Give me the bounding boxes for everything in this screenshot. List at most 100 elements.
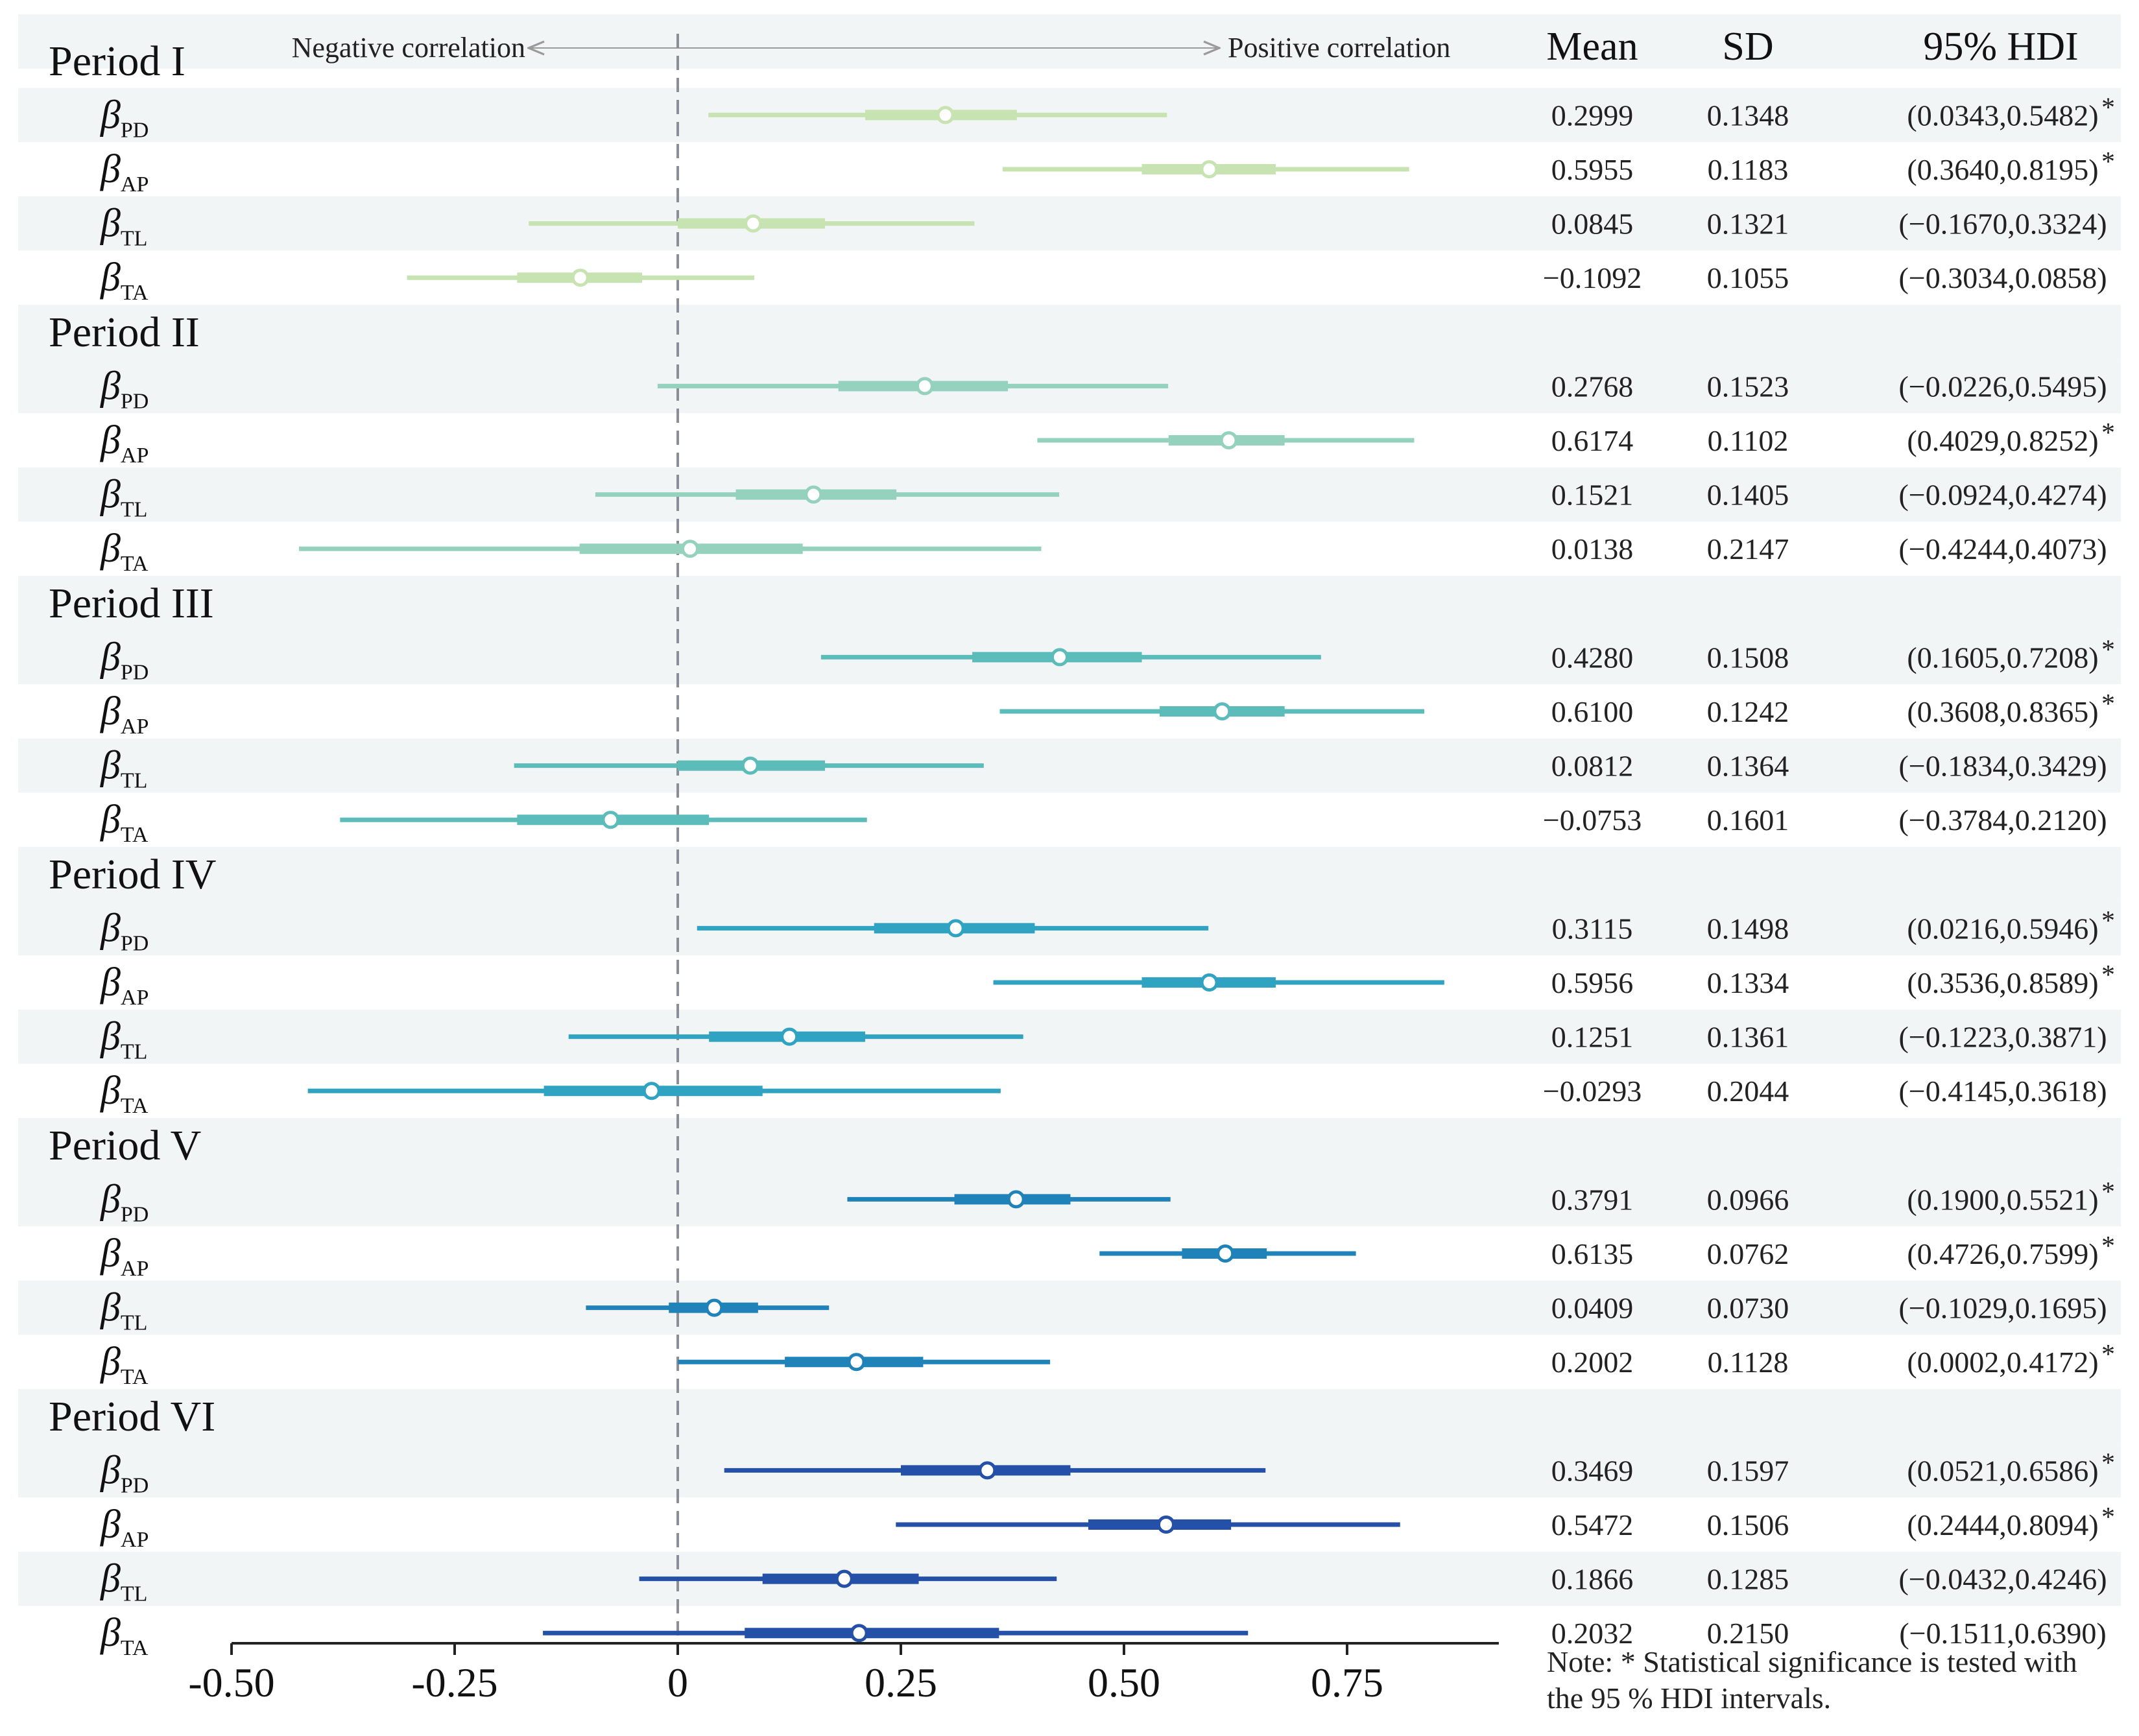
mean-value: 0.2999 <box>1551 99 1634 132</box>
mean-point <box>936 106 955 125</box>
parameter-subscript: TA <box>121 552 149 576</box>
significance-star: * <box>2101 1503 2115 1532</box>
period-band <box>18 1118 2121 1172</box>
significance-star: * <box>2101 418 2115 448</box>
mean-point <box>978 1461 997 1480</box>
beta-symbol: β <box>100 256 121 300</box>
hdi-value: (−0.0226,0.5495) <box>1898 370 2107 403</box>
sd-value: 0.0762 <box>1707 1237 1789 1270</box>
mean-value: 0.3469 <box>1551 1454 1634 1487</box>
parameter-subscript: TL <box>121 1582 148 1606</box>
sd-value: 0.0730 <box>1707 1292 1789 1325</box>
beta-symbol: β <box>100 1448 121 1492</box>
significance-star: * <box>2101 689 2115 719</box>
x-tick-label: -0.25 <box>411 1659 497 1706</box>
parameter-subscript: AP <box>121 444 149 468</box>
mean-point <box>1007 1190 1025 1209</box>
hdi-value: (0.4029,0.8252) <box>1907 424 2098 457</box>
parameter-label: βPD <box>100 635 149 684</box>
mean-point <box>1156 1516 1175 1534</box>
parameter-subscript: PD <box>121 118 149 142</box>
parameter-subscript: TA <box>121 1365 149 1389</box>
sd-value: 0.1183 <box>1708 153 1789 186</box>
sd-value: 0.2044 <box>1707 1075 1789 1108</box>
significance-star: * <box>2101 147 2115 177</box>
mean-point <box>946 919 965 938</box>
mean-value: 0.2768 <box>1551 370 1634 403</box>
parameter-subscript: TA <box>121 281 149 305</box>
hdi-value: (−0.4244,0.4073) <box>1898 532 2107 565</box>
sd-value: 0.1285 <box>1707 1563 1789 1596</box>
beta-symbol: β <box>100 689 121 733</box>
mean-value: 0.3791 <box>1551 1183 1634 1216</box>
hdi-value: (0.4726,0.7599) <box>1907 1237 2098 1270</box>
parameter-label: βTA <box>100 256 149 305</box>
x-tick-label: -0.50 <box>188 1659 274 1706</box>
parameter-subscript: TA <box>121 1094 149 1118</box>
mean-point <box>850 1624 868 1643</box>
parameter-subscript: AP <box>121 1528 149 1552</box>
period-label: Period I <box>49 38 185 85</box>
mean-point <box>571 268 590 287</box>
parameter-label: βTA <box>100 1611 149 1660</box>
sd-value: 0.1597 <box>1707 1454 1789 1487</box>
significance-star: * <box>2101 906 2115 936</box>
mean-point <box>642 1082 661 1100</box>
x-tick-label: 0.25 <box>865 1659 937 1706</box>
beta-symbol: β <box>100 1231 121 1276</box>
mean-value: 0.0812 <box>1551 750 1634 783</box>
beta-symbol: β <box>100 906 121 950</box>
beta-symbol: β <box>100 1286 121 1330</box>
mean-value: −0.0293 <box>1543 1075 1642 1108</box>
hdi-value: (0.0343,0.5482) <box>1907 99 2098 132</box>
period-band <box>18 305 2121 359</box>
beta-symbol: β <box>100 1069 121 1113</box>
mean-value: 0.2002 <box>1551 1346 1634 1379</box>
mean-value: 0.1251 <box>1551 1021 1634 1054</box>
mean-value: 0.0409 <box>1551 1292 1634 1325</box>
mean-value: 0.6100 <box>1551 695 1634 728</box>
sd-value: 0.2147 <box>1707 532 1789 565</box>
beta-symbol: β <box>100 1557 121 1601</box>
parameter-subscript: TA <box>121 823 149 847</box>
sd-value: 0.1601 <box>1707 803 1789 837</box>
mean-point <box>1216 1244 1235 1263</box>
significance-star: * <box>2101 1340 2115 1370</box>
sd-value: 0.1498 <box>1707 912 1789 945</box>
mean-point <box>601 811 620 829</box>
sd-value: 0.1405 <box>1707 479 1789 512</box>
hdi-value: (0.2444,0.8094) <box>1907 1508 2098 1541</box>
parameter-label: βAP <box>100 1231 149 1281</box>
sd-value: 0.1242 <box>1707 695 1789 728</box>
mean-column-header: Mean <box>1546 25 1638 69</box>
sd-value: 0.1102 <box>1708 424 1789 457</box>
beta-symbol: β <box>100 418 121 462</box>
mean-point <box>741 756 759 775</box>
hdi-value: (0.1605,0.7208) <box>1907 641 2098 674</box>
parameter-label: βTA <box>100 527 149 576</box>
row-band <box>18 467 2121 522</box>
sd-value: 0.1334 <box>1707 966 1789 999</box>
significance-star: * <box>2101 1177 2115 1207</box>
sd-value: 0.1055 <box>1707 261 1789 294</box>
parameter-label: βTA <box>100 1340 149 1389</box>
x-tick-label: 0.75 <box>1311 1659 1383 1706</box>
parameter-label: βTA <box>100 798 149 847</box>
period-label: Period V <box>49 1122 201 1169</box>
mean-point <box>835 1569 854 1588</box>
hdi-value: (0.3640,0.8195) <box>1907 153 2098 186</box>
mean-value: 0.6135 <box>1551 1237 1634 1270</box>
beta-symbol: β <box>100 202 121 246</box>
mean-point <box>1219 431 1238 449</box>
parameter-subscript: TL <box>121 769 148 793</box>
sd-value: 0.1364 <box>1707 750 1789 783</box>
mean-value: 0.0845 <box>1551 208 1634 241</box>
beta-symbol: β <box>100 147 121 191</box>
sd-value: 0.1348 <box>1707 99 1789 132</box>
hdi-value: (0.0216,0.5946) <box>1907 912 2098 945</box>
mean-value: 0.2032 <box>1551 1617 1634 1650</box>
mean-value: 0.1866 <box>1551 1563 1634 1596</box>
beta-symbol: β <box>100 960 121 1005</box>
parameter-subscript: AP <box>121 986 149 1010</box>
parameter-label: βPD <box>100 1448 149 1497</box>
